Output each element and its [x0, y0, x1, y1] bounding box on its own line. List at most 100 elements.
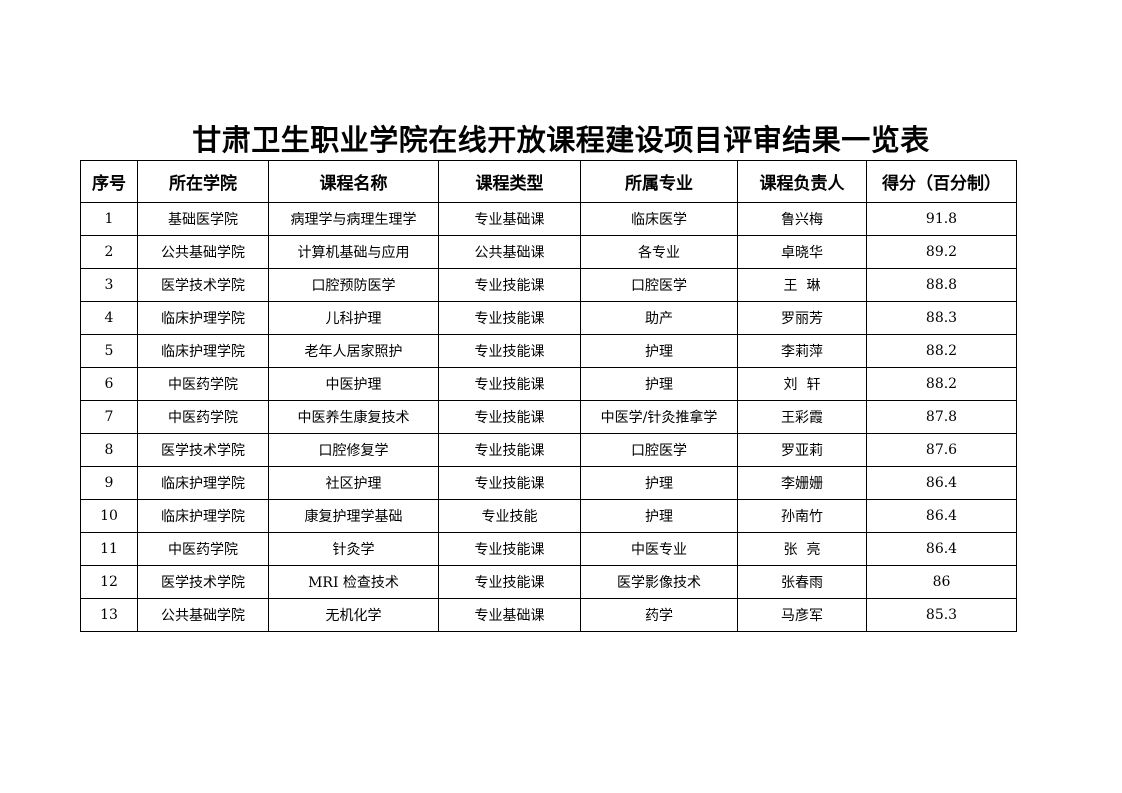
cell-col-leader: 罗亚莉 [737, 433, 867, 467]
cell-col-score: 87.6 [866, 433, 1017, 467]
cell-col-course-name: 口腔预防医学 [268, 268, 439, 302]
header-col-course-type: 课程类型 [438, 160, 581, 203]
cell-col-index: 8 [80, 433, 138, 467]
cell-col-course-name: 口腔修复学 [268, 433, 439, 467]
cell-col-college: 临床护理学院 [137, 499, 269, 533]
cell-col-index: 6 [80, 367, 138, 401]
header-col-index: 序号 [80, 160, 138, 203]
header-col-leader: 课程负责人 [737, 160, 867, 203]
cell-col-course-type: 专业基础课 [438, 598, 581, 632]
cell-col-college: 公共基础学院 [137, 235, 269, 269]
cell-col-college: 医学技术学院 [137, 433, 269, 467]
cell-col-course-type: 专业技能课 [438, 268, 581, 302]
cell-col-course-type: 专业技能课 [438, 400, 581, 434]
cell-col-major: 中医专业 [580, 532, 738, 566]
cell-col-leader: 李姗姗 [737, 466, 867, 500]
cell-col-score: 85.3 [866, 598, 1017, 632]
cell-col-major: 口腔医学 [580, 268, 738, 302]
cell-col-index: 9 [80, 466, 138, 500]
cell-col-course-name: 中医养生康复技术 [268, 400, 439, 434]
cell-col-major: 药学 [580, 598, 738, 632]
table-row: 13 公共基础学院 无机化学 专业基础课 药学 马彦军 85.3 [80, 598, 1017, 632]
cell-col-score: 88.3 [866, 301, 1017, 335]
cell-col-leader: 李莉萍 [737, 334, 867, 368]
cell-col-college: 医学技术学院 [137, 268, 269, 302]
cell-col-leader: 王彩霞 [737, 400, 867, 434]
cell-col-course-name: 病理学与病理生理学 [268, 202, 439, 236]
cell-col-college: 临床护理学院 [137, 466, 269, 500]
cell-col-leader: 卓晓华 [737, 235, 867, 269]
cell-col-index: 11 [80, 532, 138, 566]
cell-col-index: 10 [80, 499, 138, 533]
cell-col-index: 1 [80, 202, 138, 236]
table-row: 3 医学技术学院 口腔预防医学 专业技能课 口腔医学王 琳 88.8 [80, 268, 1017, 302]
table-row: 1 基础医学院 病理学与病理生理学 专业基础课 临床医学 鲁兴梅 91.8 [80, 202, 1017, 236]
cell-col-score: 86.4 [866, 499, 1017, 533]
cell-col-college: 基础医学院 [137, 202, 269, 236]
cell-col-leader: 王 琳 [737, 268, 867, 302]
cell-col-college: 中医药学院 [137, 532, 269, 566]
table-row: 12 医学技术学院 MRI 检查技术 专业技能课 医学影像技术 张春雨 86 [80, 565, 1017, 599]
cell-col-score: 91.8 [866, 202, 1017, 236]
cell-col-major: 各专业 [580, 235, 738, 269]
header-col-score: 得分（百分制） [866, 160, 1017, 203]
cell-col-course-type: 专业技能课 [438, 466, 581, 500]
cell-col-leader: 罗丽芳 [737, 301, 867, 335]
cell-col-major: 医学影像技术 [580, 565, 738, 599]
cell-col-course-name: 中医护理 [268, 367, 439, 401]
cell-col-course-type: 专业技能课 [438, 367, 581, 401]
cell-col-course-type: 公共基础课 [438, 235, 581, 269]
results-table: 序号 所在学院 课程名称 课程类型 所属专业 课程负责人 得分（百分制） 1 基础医学院 病理学… [80, 160, 1017, 632]
cell-col-score: 87.8 [866, 400, 1017, 434]
page-title: 甘肃卫生职业学院在线开放课程建设项目评审结果一览表 [192, 123, 930, 157]
cell-col-college: 临床护理学院 [137, 334, 269, 368]
table-row: 8 医学技术学院 口腔修复学 专业技能课 口腔医学 罗亚莉 87.6 [80, 433, 1017, 467]
cell-col-course-type: 专业技能课 [438, 334, 581, 368]
cell-col-leader: 张 亮 [737, 532, 867, 566]
cell-col-major: 中医学/针灸推拿学 [580, 400, 738, 434]
table-row: 9 临床护理学院 社区护理 专业技能课 护理 李姗姗 86.4 [80, 466, 1017, 500]
cell-col-score: 89.2 [866, 235, 1017, 269]
cell-col-course-type: 专业基础课 [438, 202, 581, 236]
header-col-college: 所在学院 [137, 160, 269, 203]
cell-col-course-type: 专业技能课 [438, 301, 581, 335]
cell-col-course-type: 专业技能 [438, 499, 581, 533]
table-row: 10 临床护理学院 康复护理学基础 专业技能 护理 孙南竹 86.4 [80, 499, 1017, 533]
cell-col-index: 13 [80, 598, 138, 632]
cell-col-score: 86 [866, 565, 1017, 599]
cell-col-leader: 马彦军 [737, 598, 867, 632]
cell-col-index: 7 [80, 400, 138, 434]
cell-col-course-name: 计算机基础与应用 [268, 235, 439, 269]
cell-col-major: 护理 [580, 367, 738, 401]
cell-col-college: 公共基础学院 [137, 598, 269, 632]
cell-col-index: 5 [80, 334, 138, 368]
cell-col-course-type: 专业技能课 [438, 433, 581, 467]
header-col-course-name: 课程名称 [268, 160, 439, 203]
cell-col-index: 3 [80, 268, 138, 302]
cell-col-course-name: 康复护理学基础 [268, 499, 439, 533]
cell-col-college: 临床护理学院 [137, 301, 269, 335]
cell-col-college: 中医药学院 [137, 367, 269, 401]
cell-col-major: 临床医学 [580, 202, 738, 236]
table-header-row: 序号 所在学院 课程名称 课程类型 所属专业 课程负责人 得分（百分制） [80, 160, 1017, 203]
cell-col-college: 中医药学院 [137, 400, 269, 434]
table-row: 6 中医药学院 中医护理 专业技能课 护理刘 轩 88.2 [80, 367, 1017, 401]
cell-col-leader: 鲁兴梅 [737, 202, 867, 236]
cell-col-major: 护理 [580, 499, 738, 533]
cell-col-course-type: 专业技能课 [438, 532, 581, 566]
cell-col-score: 88.2 [866, 367, 1017, 401]
cell-col-leader: 孙南竹 [737, 499, 867, 533]
cell-col-leader: 刘 轩 [737, 367, 867, 401]
cell-col-course-name: 无机化学 [268, 598, 439, 632]
cell-col-index: 2 [80, 235, 138, 269]
table-row: 4 临床护理学院 儿科护理 专业技能课 助产 罗丽芳 88.3 [80, 301, 1017, 335]
cell-col-score: 86.4 [866, 466, 1017, 500]
cell-col-major: 护理 [580, 334, 738, 368]
cell-col-course-name: 针灸学 [268, 532, 439, 566]
cell-col-major: 助产 [580, 301, 738, 335]
cell-col-course-name: 儿科护理 [268, 301, 439, 335]
cell-col-score: 88.2 [866, 334, 1017, 368]
cell-col-college: 医学技术学院 [137, 565, 269, 599]
table-row: 2 公共基础学院 计算机基础与应用 公共基础课 各专业 卓晓华 89.2 [80, 235, 1017, 269]
cell-col-course-name: MRI 检查技术 [268, 565, 439, 599]
